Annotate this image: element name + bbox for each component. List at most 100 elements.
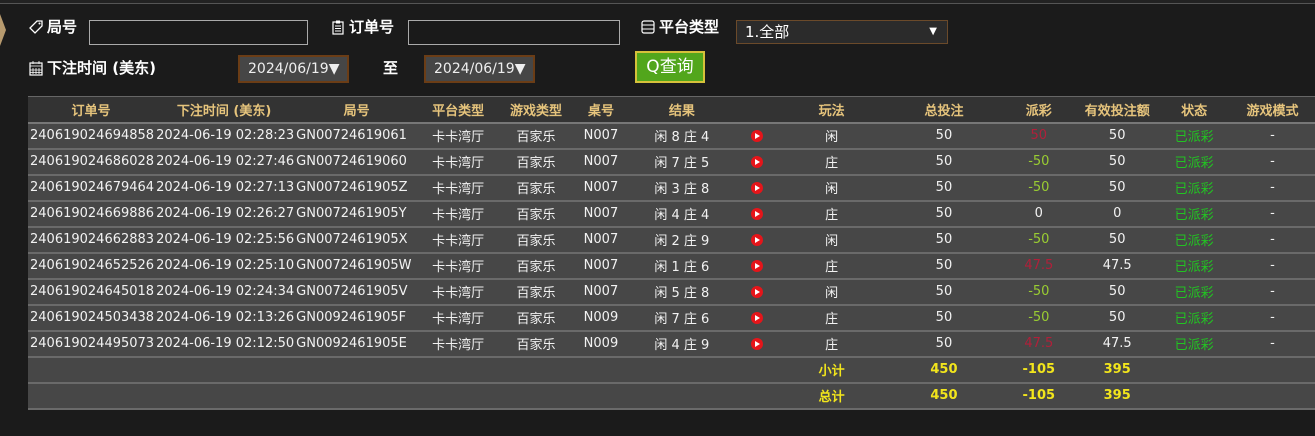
game-type-cell: 百家乐 bbox=[497, 330, 575, 358]
order-input[interactable] bbox=[408, 20, 620, 45]
platform-cell: 卡卡湾厅 bbox=[419, 304, 498, 332]
empty-cell bbox=[294, 382, 420, 410]
status-cell: 已派彩 bbox=[1158, 122, 1231, 150]
video-button-cell[interactable] bbox=[736, 330, 777, 358]
column-header: 状态 bbox=[1158, 96, 1231, 124]
valid-bet-cell: 50 bbox=[1076, 278, 1159, 306]
empty-cell bbox=[419, 356, 498, 384]
table-row: 240619024679464 2024-06-19 02:27:13 GN0072… bbox=[28, 174, 1315, 202]
total-bet-cell: 50 bbox=[886, 278, 1002, 306]
order-label-text: 订单号 bbox=[349, 18, 395, 36]
bet-records-table: 订单号 下注时间 (美东) 局号 平台类型 游戏类型 桌号 结果 玩法 总投注 派彩 有效投注额 状态… bbox=[28, 96, 1315, 410]
play-video-icon[interactable] bbox=[750, 181, 763, 194]
valid-bet-cell: 47.5 bbox=[1076, 330, 1159, 358]
game-type-cell: 百家乐 bbox=[497, 122, 575, 150]
platform-select[interactable]: 1.全部 ▼ bbox=[736, 20, 948, 44]
payout-cell: 47.5 bbox=[1001, 252, 1077, 280]
video-button-cell[interactable] bbox=[736, 174, 777, 202]
empty-cell bbox=[154, 356, 295, 384]
query-button[interactable]: Q查询 bbox=[635, 51, 705, 83]
empty-cell bbox=[28, 382, 155, 410]
game-mode-cell: - bbox=[1230, 200, 1315, 228]
side-tab[interactable] bbox=[0, 14, 6, 46]
video-button-cell[interactable] bbox=[736, 304, 777, 332]
play-video-icon[interactable] bbox=[750, 233, 763, 246]
play-video-icon[interactable] bbox=[750, 207, 763, 220]
table-id-cell: N007 bbox=[574, 200, 627, 228]
table-id-cell: N009 bbox=[574, 304, 627, 332]
game-mode-cell: - bbox=[1230, 122, 1315, 150]
game-type-cell: 百家乐 bbox=[497, 278, 575, 306]
bet-time-cell: 2024-06-19 02:25:10 bbox=[154, 252, 295, 280]
play-video-icon[interactable] bbox=[750, 259, 763, 272]
status-cell: 已派彩 bbox=[1158, 278, 1231, 306]
play-video-icon[interactable] bbox=[750, 337, 763, 350]
empty-cell bbox=[626, 356, 737, 384]
round-id-cell: GN0072461905Y bbox=[294, 200, 420, 228]
video-button-cell[interactable] bbox=[736, 200, 777, 228]
game-type-cell: 百家乐 bbox=[497, 252, 575, 280]
game-mode-cell: - bbox=[1230, 252, 1315, 280]
empty-cell bbox=[1230, 356, 1315, 384]
table-row: 240619024686028 2024-06-19 02:27:46 GN0072… bbox=[28, 148, 1315, 176]
column-header bbox=[736, 96, 777, 124]
platform-cell: 卡卡湾厅 bbox=[419, 226, 498, 254]
game-type-cell: 百家乐 bbox=[497, 226, 575, 254]
play-video-icon[interactable] bbox=[750, 155, 763, 168]
empty-cell bbox=[736, 382, 777, 410]
date-from-picker[interactable]: 2024/06/19▼ bbox=[238, 55, 349, 83]
game-mode-cell: - bbox=[1230, 304, 1315, 332]
result-cell: 闲 3 庄 8 bbox=[626, 174, 737, 202]
empty-cell bbox=[154, 382, 295, 410]
total-bet-cell: 50 bbox=[886, 122, 1002, 150]
table-row: 240619024652526 2024-06-19 02:25:10 GN0072… bbox=[28, 252, 1315, 280]
payout-cell: -50 bbox=[1001, 174, 1077, 202]
empty-cell bbox=[497, 382, 575, 410]
column-header: 订单号 bbox=[28, 96, 155, 124]
payout-cell: -50 bbox=[1001, 226, 1077, 254]
bet-time-cell: 2024-06-19 02:26:27 bbox=[154, 200, 295, 228]
valid-bet-cell: 50 bbox=[1076, 174, 1159, 202]
game-mode-cell: - bbox=[1230, 226, 1315, 254]
platform-cell: 卡卡湾厅 bbox=[419, 278, 498, 306]
play-video-icon[interactable] bbox=[750, 311, 763, 324]
valid-bet-cell: 50 bbox=[1076, 122, 1159, 150]
video-button-cell[interactable] bbox=[736, 122, 777, 150]
time-label: 下注时间 (美东) bbox=[28, 57, 156, 78]
table-id-cell: N009 bbox=[574, 330, 627, 358]
round-label: 局号 bbox=[28, 16, 77, 37]
game-type-cell: 百家乐 bbox=[497, 174, 575, 202]
order-label: 订单号 bbox=[330, 16, 394, 37]
round-id-cell: GN0072461905Z bbox=[294, 174, 420, 202]
search-icon: Q bbox=[646, 57, 660, 77]
total-bet-cell: 50 bbox=[886, 226, 1002, 254]
date-to-picker[interactable]: 2024/06/19▼ bbox=[424, 55, 535, 83]
order-id-cell: 240619024679464 bbox=[28, 174, 155, 202]
clipboard-icon bbox=[332, 20, 344, 35]
total-bet-cell: 50 bbox=[886, 304, 1002, 332]
empty-cell bbox=[626, 382, 737, 410]
round-id-cell: GN00724619060 bbox=[294, 148, 420, 176]
bet-type-cell: 庄 bbox=[776, 252, 887, 280]
column-header: 局号 bbox=[294, 96, 420, 124]
game-type-cell: 百家乐 bbox=[497, 304, 575, 332]
video-button-cell[interactable] bbox=[736, 148, 777, 176]
video-button-cell[interactable] bbox=[736, 226, 777, 254]
valid-bet-cell: 50 bbox=[1076, 148, 1159, 176]
total-bet: 450 bbox=[886, 382, 1002, 410]
payout-cell: 47.5 bbox=[1001, 330, 1077, 358]
order-id-cell: 240619024645018 bbox=[28, 278, 155, 306]
round-input[interactable] bbox=[89, 20, 308, 45]
video-button-cell[interactable] bbox=[736, 252, 777, 280]
bet-type-cell: 庄 bbox=[776, 148, 887, 176]
video-button-cell[interactable] bbox=[736, 278, 777, 306]
total-bet-cell: 50 bbox=[886, 174, 1002, 202]
payout-cell: 50 bbox=[1001, 122, 1077, 150]
subtotal-row: 小计 450 -105 395 bbox=[28, 356, 1315, 384]
order-id-cell: 240619024686028 bbox=[28, 148, 155, 176]
round-id-cell: GN0092461905E bbox=[294, 330, 420, 358]
result-cell: 闲 7 庄 6 bbox=[626, 304, 737, 332]
play-video-icon[interactable] bbox=[750, 285, 763, 298]
order-id-cell: 240619024694858 bbox=[28, 122, 155, 150]
play-video-icon[interactable] bbox=[750, 129, 763, 142]
